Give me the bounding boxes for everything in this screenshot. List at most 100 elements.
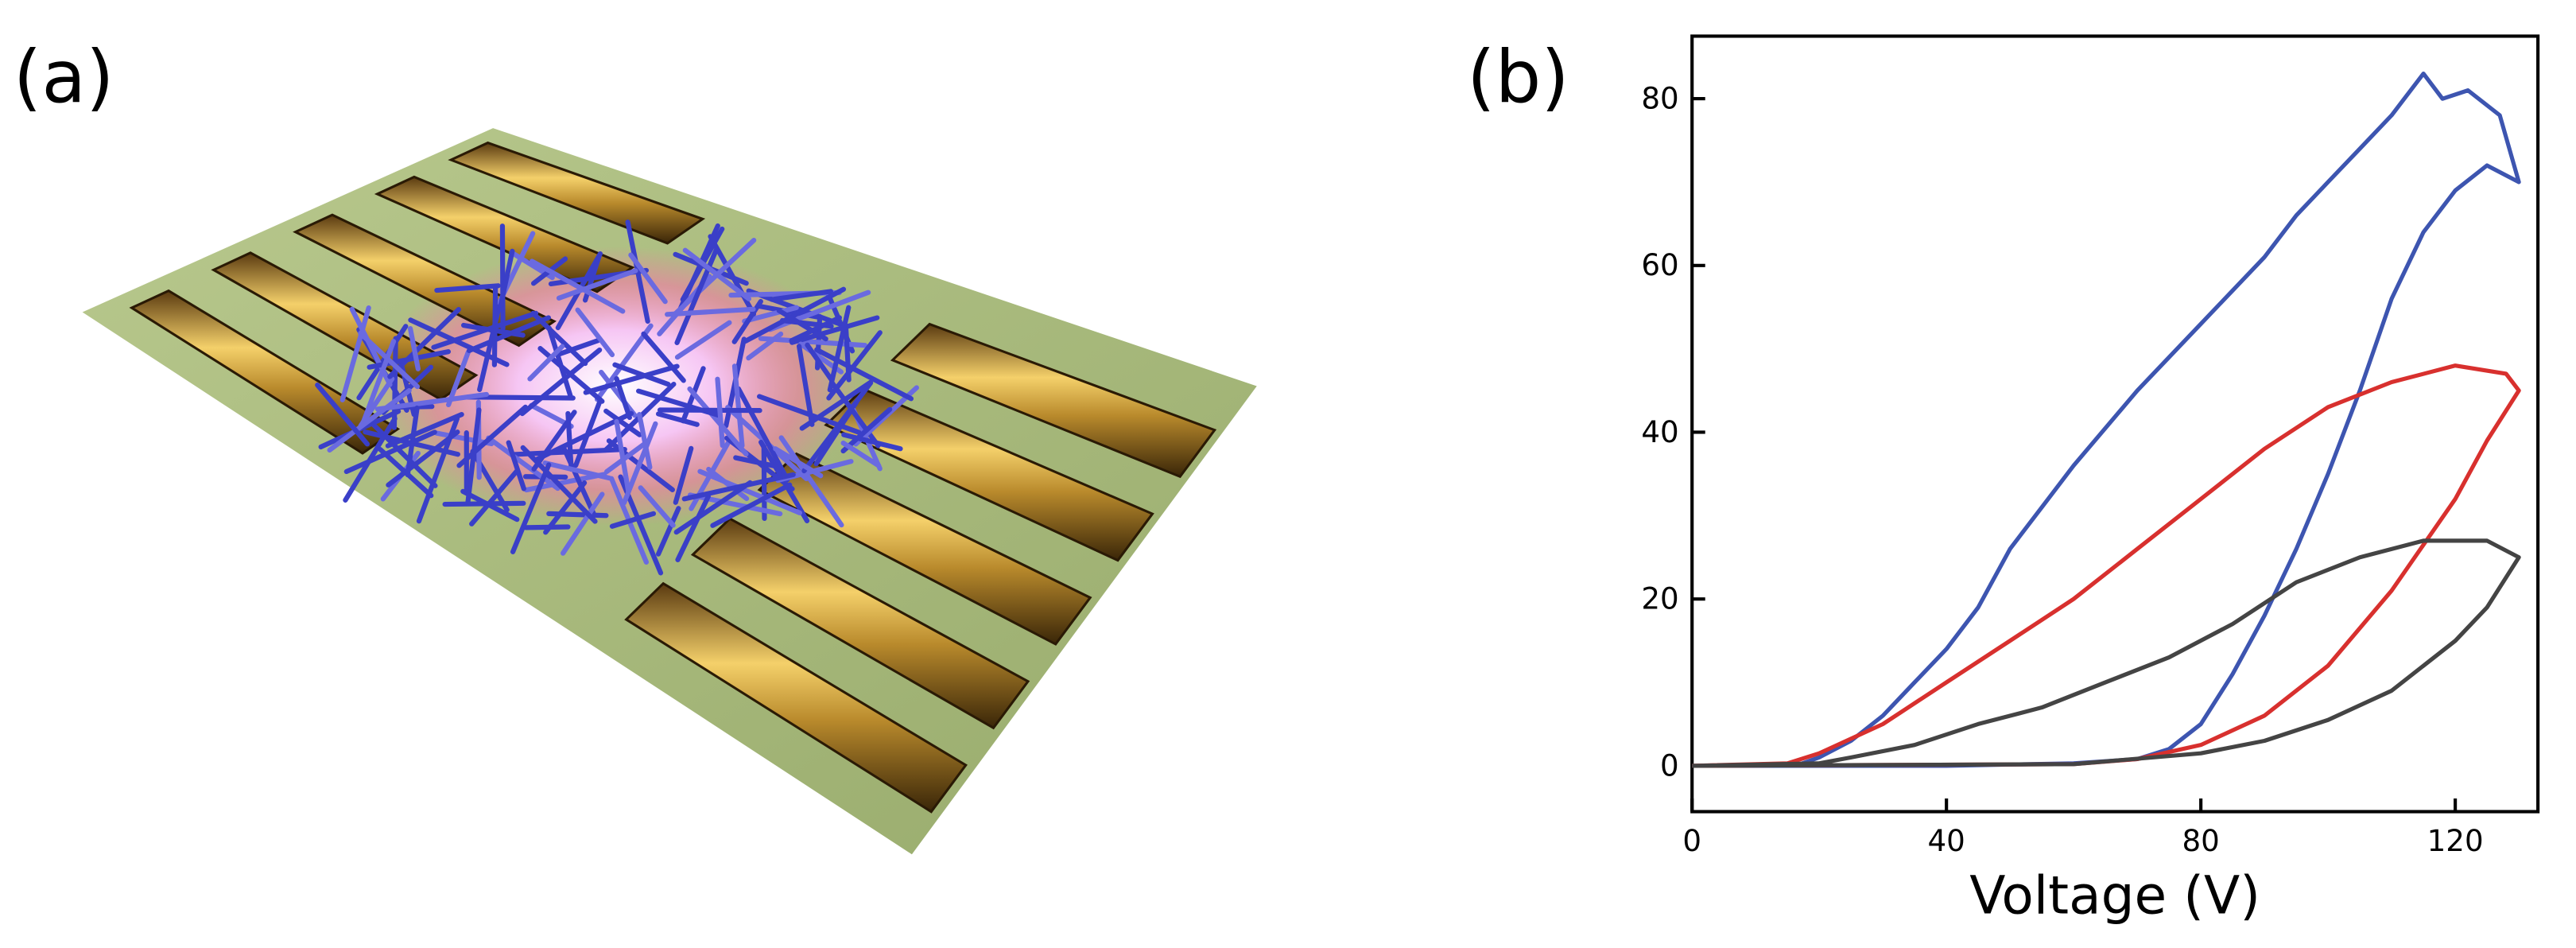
electrode [757, 452, 1092, 646]
nanowire [510, 462, 552, 554]
nanowire [840, 440, 882, 468]
nanowire [407, 326, 421, 371]
y-tick-label: 60 [1641, 247, 1678, 282]
nanowire [573, 397, 603, 468]
nanowire [386, 429, 460, 488]
x-tick-label: 0 [1682, 823, 1701, 858]
nanowire [840, 406, 893, 454]
nanowire [555, 338, 600, 357]
nanowire [327, 388, 412, 453]
electrode [690, 517, 1030, 730]
nanowire [826, 330, 883, 401]
x-tick-label: 120 [2427, 823, 2484, 858]
nanowire [778, 435, 844, 528]
nanowire [743, 286, 847, 344]
series-line [1692, 71, 2521, 768]
electrode [211, 251, 479, 402]
nanowire [460, 322, 526, 338]
nanowire [609, 511, 657, 529]
nanowire [442, 500, 526, 507]
nanowire [543, 480, 588, 535]
series-line [1692, 363, 2521, 768]
nanowire [469, 468, 520, 526]
nanowire [742, 305, 799, 324]
nanowire [674, 247, 720, 345]
nanowire [583, 363, 680, 395]
nanowire [529, 258, 626, 314]
nanowire [343, 429, 437, 475]
nanowire [637, 412, 653, 470]
nanowire [465, 407, 482, 506]
nanowire [603, 408, 642, 437]
electrode [890, 322, 1217, 479]
nanowire [675, 494, 711, 562]
nanowire [776, 308, 828, 342]
nanowire [814, 347, 914, 402]
nanowire [655, 506, 681, 557]
nanowire [456, 404, 528, 468]
nanowire [367, 418, 438, 488]
nanowire [758, 439, 810, 523]
y-tick-label: 20 [1641, 581, 1678, 616]
nanowire [614, 418, 631, 494]
nanowire [706, 467, 750, 502]
nanowire [560, 491, 605, 556]
nanowire [841, 432, 903, 452]
nanowire [446, 349, 471, 408]
nanowire [359, 339, 397, 428]
nanowire [827, 305, 852, 393]
nanowire [673, 480, 753, 535]
nanowire [387, 307, 461, 379]
nanowire [599, 369, 638, 418]
nanowire [408, 317, 510, 367]
nanowire [556, 268, 638, 301]
nanowire [789, 315, 842, 344]
nanowire [628, 252, 668, 305]
nanowire [434, 283, 501, 293]
electrode [448, 141, 706, 245]
nanowire [805, 342, 834, 382]
nanowire [385, 412, 464, 449]
y-tick-label: 80 [1641, 80, 1678, 115]
panel-label: (a) [14, 36, 114, 119]
electrode [293, 213, 557, 348]
nanowire [604, 441, 647, 475]
nanowire [499, 223, 506, 331]
x-axis-label: Voltage (V) [1969, 865, 2260, 927]
nanowire [527, 344, 565, 382]
nanowire [773, 446, 824, 479]
nanowire [731, 298, 763, 344]
nanowire [465, 394, 576, 401]
nanowire [523, 524, 571, 530]
electrode [624, 581, 968, 814]
x-tick-label: 80 [2182, 823, 2219, 858]
nanowire [339, 305, 371, 402]
nanowire [710, 482, 793, 528]
nanowire [405, 405, 420, 478]
nanowire [638, 485, 676, 528]
nanowire [829, 379, 881, 449]
series-line [1692, 538, 2521, 768]
nanowire [671, 238, 757, 318]
nanowire [673, 445, 694, 505]
nanowire [789, 315, 880, 345]
nanowire [687, 386, 749, 457]
nanowire [733, 455, 782, 470]
nanowire [542, 460, 612, 481]
nanowire [416, 416, 460, 524]
nanowire [315, 383, 370, 447]
nanowire [641, 331, 686, 383]
nanowire [801, 380, 874, 474]
y-tick-label: 40 [1641, 414, 1678, 449]
nanowire [531, 410, 577, 472]
nanowire [769, 289, 833, 302]
nanowire [681, 472, 796, 502]
nanowire [374, 391, 489, 412]
nanowire [682, 247, 751, 301]
plot-frame [1690, 34, 2540, 814]
nanowire [657, 407, 762, 414]
electrode [129, 289, 401, 455]
x-tick-label: 40 [1928, 823, 1965, 858]
